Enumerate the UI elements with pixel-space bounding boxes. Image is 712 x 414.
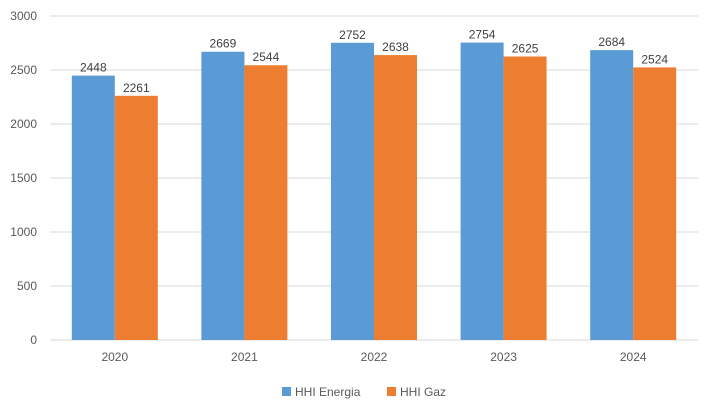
bar-hhi-gaz-2021 [244,65,288,341]
x-tick-label: 2023 [490,350,517,364]
y-tick-label: 1500 [10,171,37,185]
x-tick-label: 2020 [101,350,128,364]
bar-hhi-gaz-2022 [374,55,417,340]
bar-hhi-energia-2024 [590,50,634,341]
legend-swatch [282,387,291,396]
y-tick-label: 0 [30,333,37,347]
legend-label: HHI Energia [295,385,361,399]
bar-hhi-energia-2023 [460,42,504,341]
bar-hhi-energia-2020 [71,75,115,340]
data-label: 2754 [469,28,496,42]
x-axis-ticks: 2020 2021 2022 2023 2024 [101,350,646,364]
x-tick-label: 2022 [361,350,388,364]
data-label: 2524 [641,52,668,66]
legend-swatch [387,387,396,396]
bar-hhi-energia-2021 [201,51,245,341]
legend: HHI Energia HHI Gaz [282,385,446,399]
y-tick-label: 2500 [10,63,37,77]
data-labels: 2448 2261 2669 2544 2752 2638 2754 2625 2684 2524 [80,28,668,95]
x-tick-label: 2024 [620,350,647,364]
data-label: 2448 [80,61,107,75]
data-label: 2752 [339,28,366,42]
bar-hhi-gaz-2023 [503,56,547,340]
data-label: 2669 [210,37,237,51]
bars [71,42,677,341]
bar-hhi-energia-2022 [331,42,374,341]
data-label: 2638 [382,40,409,54]
data-label: 2684 [598,35,625,49]
y-tick-label: 500 [17,279,37,293]
legend-label: HHI Gaz [400,385,446,399]
x-tick-label: 2021 [231,350,258,364]
y-tick-label: 2000 [10,117,37,131]
bar-hhi-gaz-2020 [114,95,158,340]
y-tick-label: 1000 [10,225,37,239]
y-tick-label: 3000 [10,9,37,23]
data-label: 2544 [253,50,280,64]
bar-hhi-gaz-2024 [633,67,677,341]
y-axis-ticks: 0 500 1000 1500 2000 2500 3000 [10,9,37,347]
data-label: 2625 [512,42,539,56]
data-label: 2261 [123,81,150,95]
